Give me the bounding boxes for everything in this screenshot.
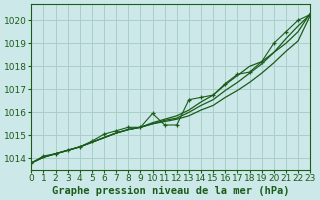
- X-axis label: Graphe pression niveau de la mer (hPa): Graphe pression niveau de la mer (hPa): [52, 186, 290, 196]
